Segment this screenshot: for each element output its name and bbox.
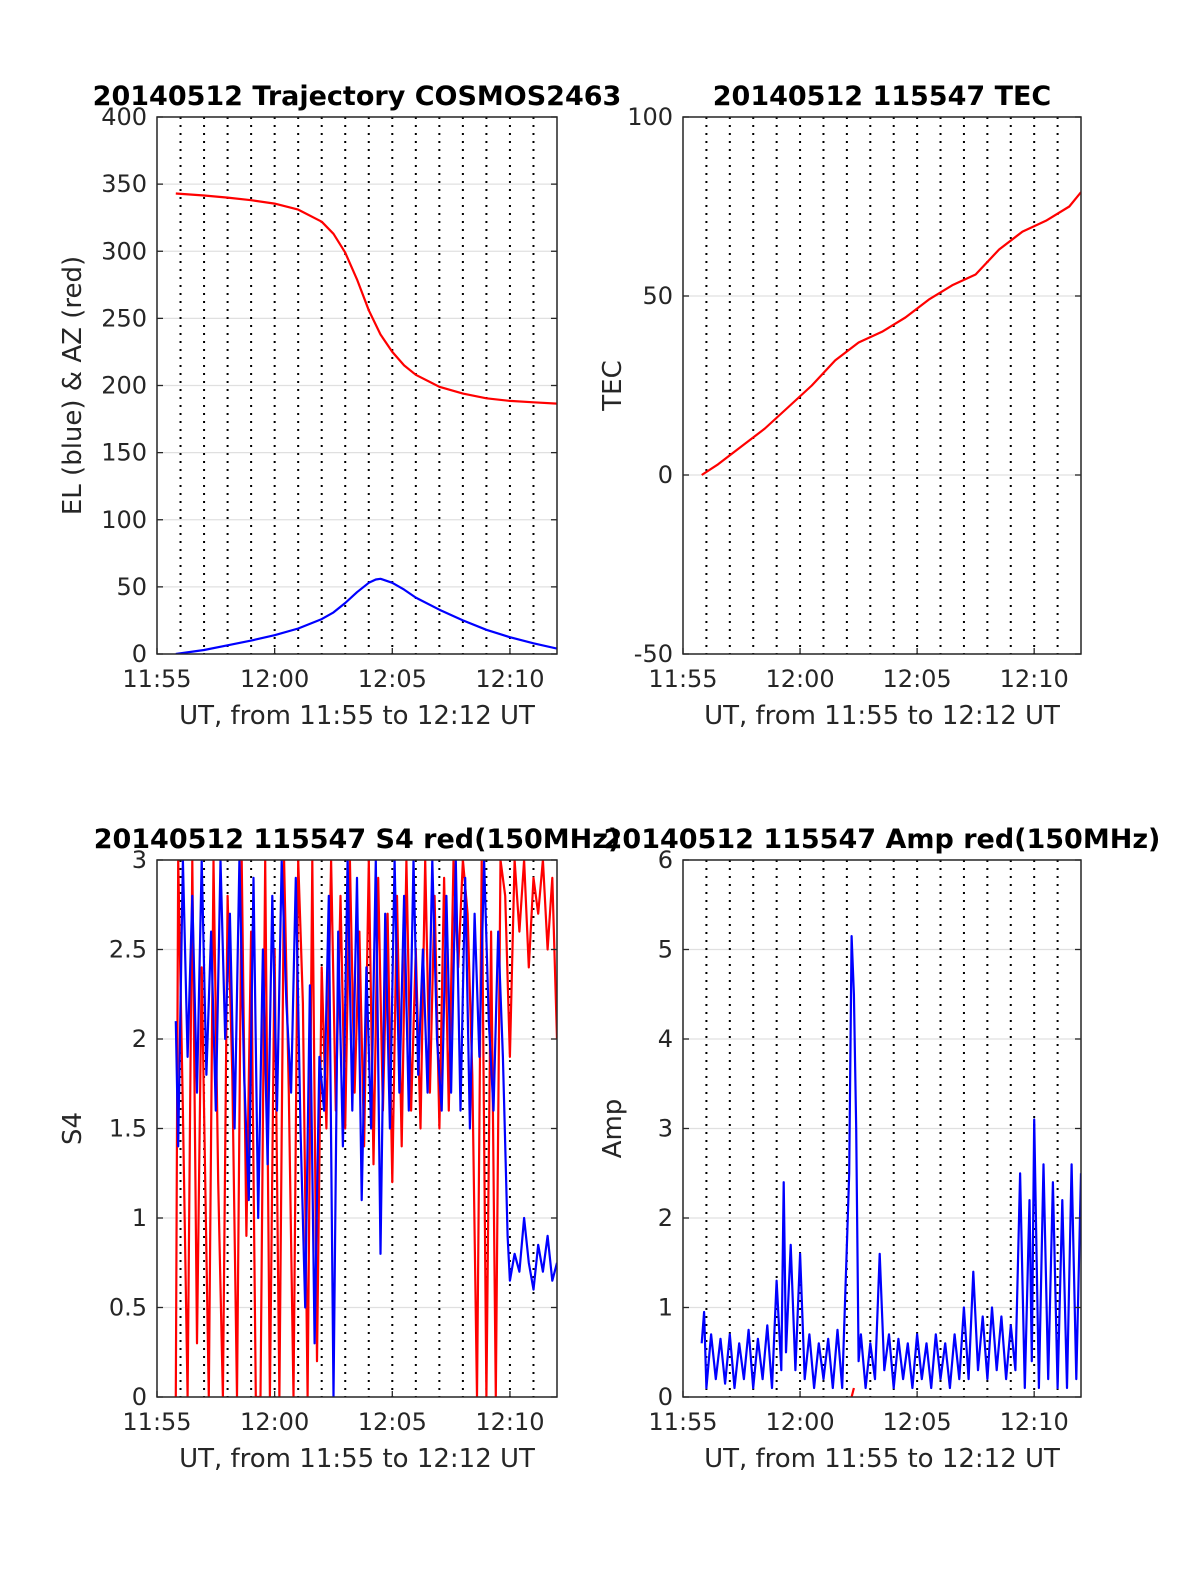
trajectory-ytick-label: 300 bbox=[101, 237, 147, 265]
amp-xtick-label: 12:05 bbox=[883, 1408, 952, 1436]
panel-s4: 0 0.5 1 1.5 2 2.5 3 11:55 12:00 12:05 12:10 2014051… bbox=[58, 824, 620, 1474]
amp-series-red bbox=[850, 1387, 855, 1397]
amp-ytick-label: 0 bbox=[658, 1383, 673, 1411]
tec-ytick-label: 100 bbox=[627, 103, 673, 131]
tec-title: 20140512 115547 TEC bbox=[713, 81, 1052, 112]
s4-ytick-label: 1.5 bbox=[109, 1115, 147, 1143]
trajectory-ytick-label: 0 bbox=[132, 640, 147, 668]
tec-ytick-label: 0 bbox=[658, 461, 673, 489]
tec-xtick-label: 12:10 bbox=[1000, 665, 1069, 693]
trajectory-xtick-label: 12:10 bbox=[475, 665, 544, 693]
panel-tec: -50 0 50 100 11:55 12:00 12:05 12:10 20140512 11… bbox=[598, 81, 1082, 731]
trajectory-ytick-label: 150 bbox=[101, 439, 147, 467]
trajectory-series-blue bbox=[175, 577, 557, 654]
tec-xtick-label: 12:05 bbox=[883, 665, 952, 693]
amp-ytick-label: 2 bbox=[658, 1204, 673, 1232]
trajectory-series-red bbox=[175, 192, 557, 405]
tec-xtick-label: 12:00 bbox=[765, 665, 834, 693]
trajectory-ytick-label: 50 bbox=[116, 573, 147, 601]
amp-ytick-label: 1 bbox=[658, 1294, 673, 1322]
tec-xtick-label: 11:55 bbox=[648, 665, 717, 693]
s4-ytick-label: 3 bbox=[132, 846, 147, 874]
tec-axes-box bbox=[682, 116, 1082, 655]
amp-ytick-label: 4 bbox=[658, 1025, 673, 1053]
s4-ytick-label: 1 bbox=[132, 1204, 147, 1232]
amp-xtick-label: 12:00 bbox=[765, 1408, 834, 1436]
trajectory-ytick-label: 400 bbox=[101, 103, 147, 131]
amp-xtick-label: 12:10 bbox=[1000, 1408, 1069, 1436]
amp-title: 20140512 115547 Amp red(150MHz) bbox=[604, 824, 1161, 855]
s4-ytick-label: 0.5 bbox=[109, 1294, 147, 1322]
tec-ytick-label: 50 bbox=[642, 282, 673, 310]
trajectory-xtick-label: 12:05 bbox=[358, 665, 427, 693]
trajectory-xtick-label: 12:00 bbox=[240, 665, 309, 693]
tec-xlabel: UT, from 11:55 to 12:12 UT bbox=[704, 701, 1060, 731]
panel-amp: 0 1 2 3 4 5 6 11:55 12:00 12:05 12:10 20140512 1155… bbox=[598, 824, 1160, 1474]
trajectory-ytick-label: 200 bbox=[101, 372, 147, 400]
trajectory-xlabel: UT, from 11:55 to 12:12 UT bbox=[179, 701, 535, 731]
amp-ytick-label: 5 bbox=[658, 936, 673, 964]
trajectory-ytick-label: 100 bbox=[101, 506, 147, 534]
trajectory-ytick-label: 350 bbox=[101, 170, 147, 198]
amp-ytick-label: 3 bbox=[658, 1115, 673, 1143]
s4-ylabel: S4 bbox=[58, 1112, 88, 1145]
panel-trajectory: 0 50 100 150 200 250 300 350 400 11:55 12:00 12:05 1… bbox=[58, 81, 621, 731]
s4-xtick-label: 12:05 bbox=[358, 1408, 427, 1436]
amp-xtick-label: 11:55 bbox=[648, 1408, 717, 1436]
trajectory-ytick-label: 250 bbox=[101, 304, 147, 332]
s4-ytick-label: 2.5 bbox=[109, 936, 147, 964]
trajectory-ylabel: EL (blue) & AZ (red) bbox=[58, 256, 88, 515]
tec-series-red bbox=[701, 191, 1081, 476]
s4-xtick-label: 12:00 bbox=[240, 1408, 309, 1436]
tec-ylabel: TEC bbox=[598, 360, 628, 411]
s4-xlabel: UT, from 11:55 to 12:12 UT bbox=[179, 1444, 535, 1474]
trajectory-xtick-label: 11:55 bbox=[122, 665, 191, 693]
s4-series-blue bbox=[174, 860, 557, 1397]
s4-ytick-label: 2 bbox=[132, 1025, 147, 1053]
amp-ytick-label: 6 bbox=[658, 846, 673, 874]
amp-series-blue bbox=[700, 934, 1081, 1390]
s4-ytick-label: 0 bbox=[132, 1383, 147, 1411]
s4-title: 20140512 115547 S4 red(150MHz) bbox=[94, 824, 621, 855]
tec-plot-area bbox=[682, 116, 1082, 655]
amp-xlabel: UT, from 11:55 to 12:12 UT bbox=[704, 1444, 1060, 1474]
tec-ytick-label: -50 bbox=[634, 640, 673, 668]
s4-xtick-label: 11:55 bbox=[122, 1408, 191, 1436]
s4-xtick-label: 12:10 bbox=[475, 1408, 544, 1436]
amp-ylabel: Amp bbox=[598, 1099, 628, 1159]
trajectory-title: 20140512 Trajectory COSMOS2463 bbox=[93, 81, 622, 112]
